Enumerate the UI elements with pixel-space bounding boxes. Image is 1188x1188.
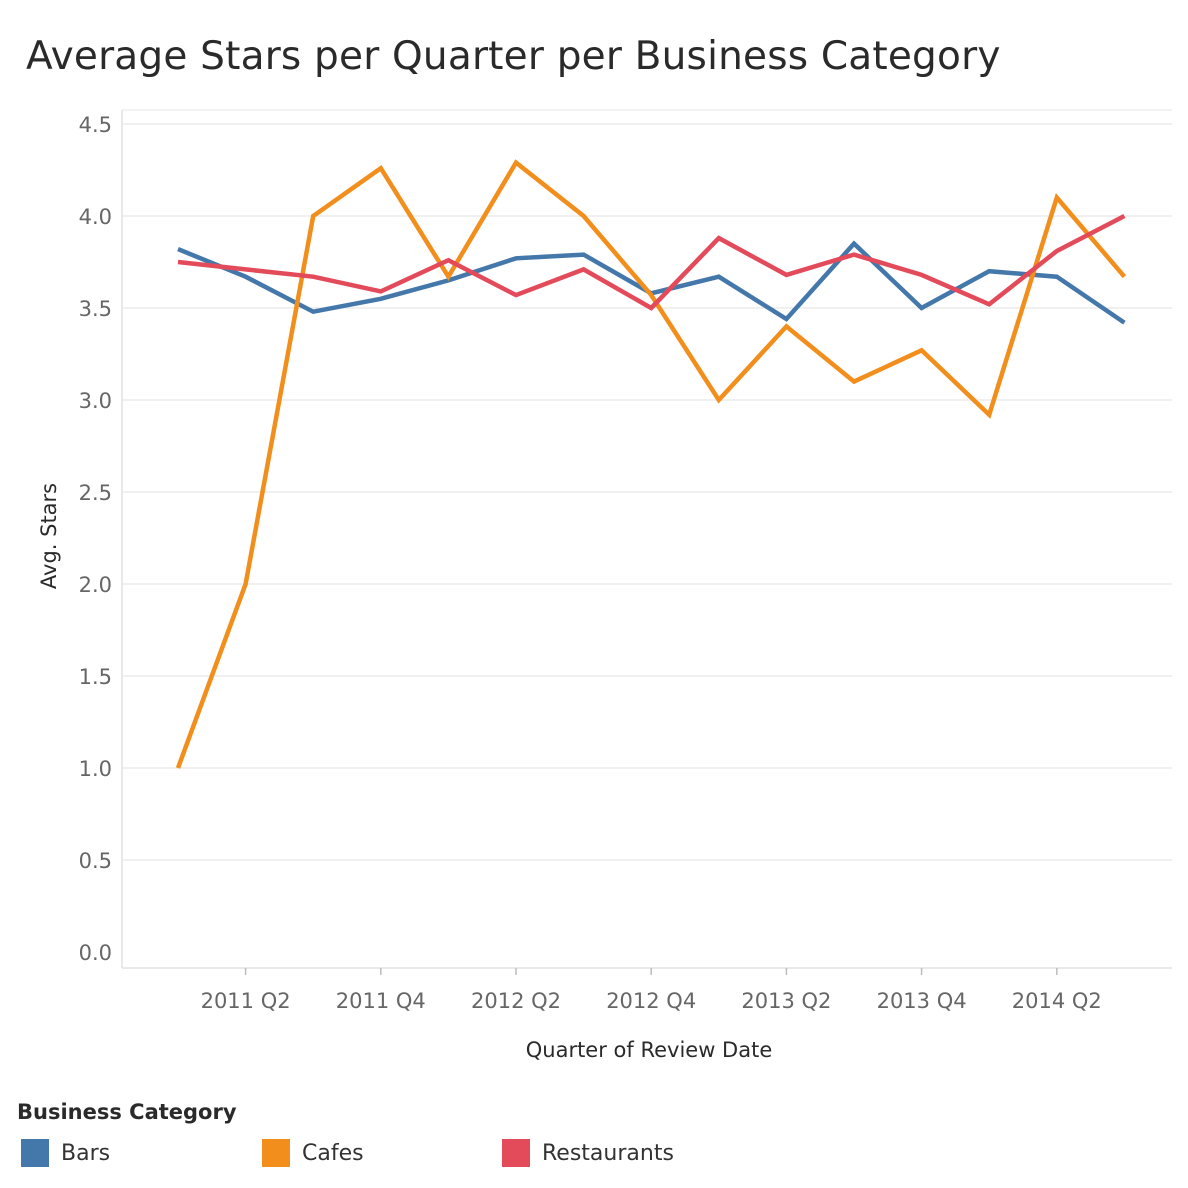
y-tick-label: 3.5	[79, 297, 112, 321]
y-tick-label: 1.5	[79, 665, 112, 689]
legend-label: Restaurants	[542, 1140, 674, 1166]
legend-swatch	[21, 1139, 49, 1167]
y-tick-labels: 0.0 0.5 1.0 1.5 2.0 2.5 3.0 3.5 4.0 4.5	[79, 113, 112, 965]
y-axis-title: Avg. Stars	[37, 483, 61, 589]
series-line-restaurants	[177, 214, 1126, 311]
legend-swatch	[502, 1139, 530, 1167]
y-tick-label: 0.0	[79, 941, 112, 965]
legend-item-restaurants[interactable]: Restaurants	[502, 1138, 674, 1168]
series-line-cafes	[175, 159, 1127, 769]
chart-plot: 0.00.51.01.52.02.53.03.54.04.5 2011 Q2 20…	[37, 109, 1172, 1062]
x-tick-label: 2013 Q2	[741, 989, 831, 1013]
y-tick-label: 2.5	[79, 481, 112, 505]
x-tick-label: 2014 Q2	[1012, 989, 1102, 1013]
x-axis-title: Quarter of Review Date	[526, 1038, 773, 1062]
y-tick-label: 4.0	[79, 205, 112, 229]
legend-label: Bars	[61, 1140, 111, 1166]
legend-title: Business Category	[17, 1100, 237, 1124]
y-tick-label: 4.5	[79, 113, 112, 137]
axes	[121, 110, 1172, 975]
grid-lines	[122, 109, 1172, 861]
x-tick-label: 2012 Q2	[471, 989, 561, 1013]
x-tick-label: 2013 Q4	[877, 989, 967, 1013]
chart-title: Average Stars per Quarter per Business C…	[26, 34, 1001, 79]
legend-swatch	[262, 1139, 290, 1167]
legend-label: Cafes	[302, 1140, 364, 1166]
series-lines	[175, 159, 1127, 769]
x-tick-label: 2012 Q4	[606, 989, 696, 1013]
y-tick-label: 3.0	[79, 389, 112, 413]
y-tick-label: 2.0	[79, 573, 112, 597]
series-line-bars	[177, 240, 1126, 325]
y-tick-label: 0.5	[79, 849, 112, 873]
x-tick-label: 2011 Q2	[201, 989, 291, 1013]
y-tick-label: 1.0	[79, 757, 112, 781]
x-tick-labels: 2011 Q2 2011 Q4 2012 Q2 2012 Q4 2013 Q2 2013 …	[201, 989, 1102, 1013]
x-tick-label: 2011 Q4	[336, 989, 426, 1013]
legend-item-bars[interactable]: Bars	[21, 1138, 110, 1168]
legend-item-cafes[interactable]: Cafes	[262, 1138, 364, 1168]
